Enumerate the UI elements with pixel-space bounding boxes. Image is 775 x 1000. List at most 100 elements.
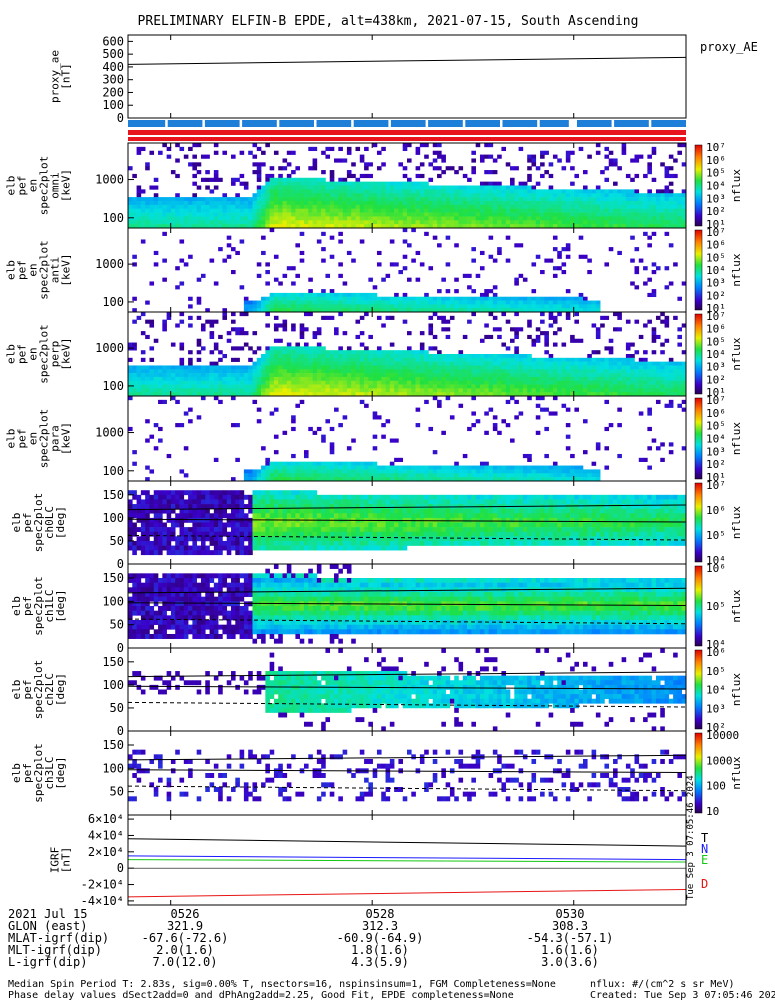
spec-cell — [265, 185, 270, 190]
spec-cell — [582, 384, 588, 389]
ytick-label-spec3: 100 — [102, 379, 124, 393]
spec-cell — [501, 361, 507, 366]
pa-cell — [239, 540, 245, 546]
spec-cell — [231, 212, 236, 217]
spec-cell — [428, 473, 434, 478]
spec-cell — [591, 220, 597, 225]
spec-cell — [372, 224, 378, 229]
spec-cell — [595, 380, 601, 385]
spec-cell — [402, 143, 408, 148]
spec-cell — [514, 166, 519, 171]
spec-cell — [372, 308, 378, 313]
spec-cell — [411, 197, 416, 202]
pa-cell — [286, 499, 292, 505]
spec-cell — [510, 373, 515, 378]
spec-cell — [462, 185, 468, 190]
spec-cell — [222, 208, 228, 213]
spec-cell — [342, 369, 348, 374]
pa-cell — [140, 508, 146, 514]
pa-cell — [153, 517, 159, 523]
spec-cell — [140, 312, 146, 317]
spec-cell — [600, 170, 605, 175]
pa-cell — [248, 531, 253, 537]
spec-cell — [664, 231, 670, 236]
spec-cell — [364, 346, 369, 351]
spec-cell — [368, 220, 373, 225]
pa-cell — [291, 508, 296, 514]
spec-cell — [595, 388, 601, 393]
pa-cell — [286, 490, 292, 496]
spec-cell — [505, 399, 511, 405]
spec-cell — [514, 296, 519, 301]
spec-cell — [252, 392, 258, 397]
spec-cell — [411, 189, 416, 194]
spec-cell — [338, 392, 343, 397]
spec-cell — [278, 304, 283, 309]
spec-cell — [325, 469, 331, 474]
spec-cell — [389, 388, 395, 393]
spec-cell — [462, 388, 468, 393]
spec-cell — [351, 354, 356, 359]
spec-cell — [248, 388, 253, 393]
pa-cell — [205, 513, 210, 519]
spec-cell — [402, 465, 408, 470]
spec-cell — [424, 292, 429, 298]
spec-cell — [231, 154, 236, 159]
spec-cell — [531, 380, 537, 385]
spec-cell — [316, 292, 322, 298]
spec-cell — [643, 208, 648, 213]
spec-cell — [321, 185, 326, 190]
spec-cell — [389, 220, 395, 225]
spec-cell — [235, 177, 240, 182]
spec-cell — [256, 361, 262, 366]
spec-cell — [338, 177, 343, 182]
spec-cell — [625, 380, 631, 385]
spec-cell — [222, 224, 228, 229]
spec-cell — [286, 342, 292, 347]
spec-cell — [368, 380, 373, 385]
spec-cell — [218, 357, 223, 362]
spec-cell — [407, 296, 412, 301]
spec-cell — [200, 346, 206, 351]
spec-cell — [604, 384, 610, 389]
spec-cell — [608, 376, 614, 382]
pa-cell — [140, 504, 146, 509]
spec-cell — [591, 373, 597, 378]
spec-cell — [175, 365, 180, 370]
spec-cell — [510, 300, 515, 305]
spec-cell — [424, 350, 429, 355]
spec-cell — [355, 369, 361, 374]
spec-cell — [428, 357, 434, 362]
spec-cell — [368, 189, 373, 194]
spec-cell — [196, 350, 202, 355]
spec-cell — [651, 177, 657, 182]
spec-cell — [282, 461, 288, 466]
spec-cell — [355, 319, 361, 324]
spec-cell — [389, 365, 395, 370]
spec-cell — [128, 369, 133, 374]
spec-cell — [385, 304, 391, 309]
spec-cell — [544, 204, 549, 209]
pa-cell — [261, 536, 266, 542]
spec-cell — [153, 193, 159, 198]
spec-cell — [278, 365, 283, 370]
spec-cell — [231, 216, 236, 221]
spec-cell — [329, 208, 335, 213]
spec-cell — [492, 357, 498, 362]
spec-cell — [531, 365, 537, 370]
spec-cell — [389, 200, 395, 206]
spec-cell — [570, 296, 575, 301]
spec-cell — [153, 200, 159, 206]
spec-cell — [149, 323, 155, 328]
spec-cell — [437, 369, 442, 374]
spec-cell — [188, 315, 193, 320]
spec-cell — [381, 369, 386, 374]
spec-cell — [355, 308, 361, 313]
spec-cell — [462, 357, 468, 362]
spec-cell — [303, 361, 309, 366]
spec-cell — [638, 376, 644, 382]
pa-cell — [256, 490, 262, 496]
spec-cell — [183, 365, 189, 370]
spec-cell — [312, 465, 318, 470]
ytick-label-proxy_ae: 300 — [102, 73, 124, 87]
